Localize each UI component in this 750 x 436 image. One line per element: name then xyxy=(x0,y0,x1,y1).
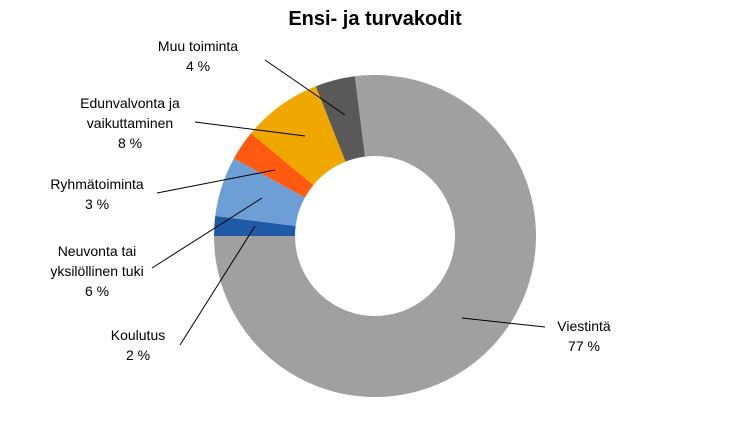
value-label: 8 % xyxy=(117,135,143,151)
category-label: Edunvalvonta ja vaikuttaminen xyxy=(80,95,180,131)
donut-segment xyxy=(250,86,346,186)
data-label: Ryhmätoiminta 3 % xyxy=(37,174,157,214)
value-label: 4 % xyxy=(185,58,211,74)
leader-line xyxy=(179,225,256,346)
category-label: Neuvonta tai yksilöllinen tuki xyxy=(50,243,144,279)
leader-line xyxy=(194,121,306,137)
category-label: Ryhmätoiminta xyxy=(50,176,144,192)
category-label: Viestintä xyxy=(557,318,611,334)
donut-segment xyxy=(214,74,536,397)
leader-line xyxy=(156,169,276,194)
leader-line xyxy=(461,317,546,328)
data-label: Muu toiminta 4 % xyxy=(143,36,253,76)
value-label: 77 % xyxy=(568,338,600,354)
category-label: Koulutus xyxy=(110,327,166,343)
donut-segment xyxy=(233,133,314,198)
data-label: Koulutus 2 % xyxy=(93,325,183,365)
donut-segment xyxy=(215,158,305,226)
leader-line xyxy=(264,59,346,116)
data-label: Neuvonta tai yksilöllinen tuki 6 % xyxy=(42,241,152,301)
leader-line xyxy=(151,197,263,269)
value-label: 6 % xyxy=(84,283,110,299)
category-label: Muu toiminta xyxy=(157,38,239,54)
data-label: Viestintä 77 % xyxy=(539,316,629,356)
chart-title: Ensi- ja turvakodit xyxy=(288,8,462,30)
donut-segment xyxy=(315,76,365,162)
value-label: 2 % xyxy=(125,347,151,363)
value-label: 3 % xyxy=(84,196,110,212)
data-label: Edunvalvonta ja vaikuttaminen 8 % xyxy=(68,93,193,153)
